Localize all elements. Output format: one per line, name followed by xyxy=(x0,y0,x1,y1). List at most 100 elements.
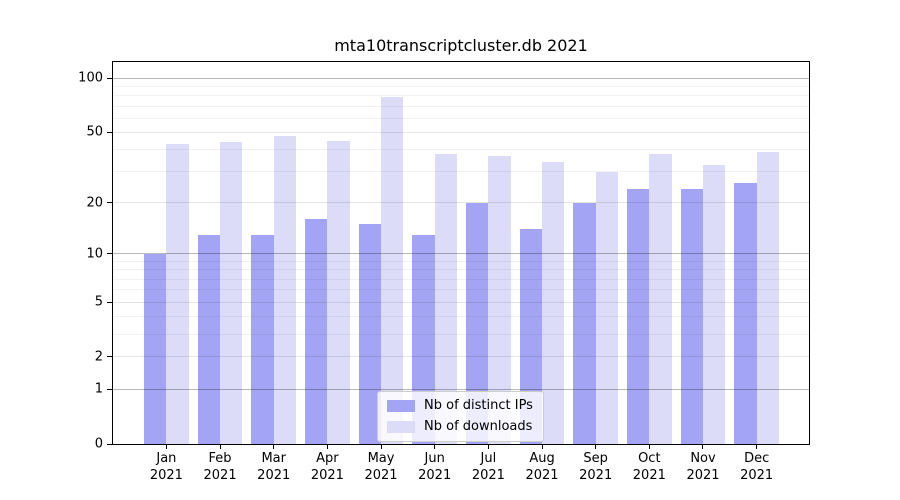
y-tick-mark xyxy=(107,202,112,203)
grid-line-major xyxy=(113,389,809,390)
x-tick-mark xyxy=(595,444,596,449)
x-tick-mark xyxy=(702,444,703,449)
bar-downloads xyxy=(166,144,189,444)
x-tick-year: 2021 xyxy=(364,468,398,483)
grid-line-minor xyxy=(113,149,809,150)
y-tick-label: 50 xyxy=(86,124,103,140)
grid-line xyxy=(113,132,809,133)
y-tick-mark xyxy=(107,356,112,357)
x-tick-label: Nov 2021 xyxy=(675,450,731,484)
grid-line xyxy=(113,302,809,303)
x-tick-mark xyxy=(756,444,757,449)
bar-downloads xyxy=(703,164,726,444)
x-tick-month: Dec xyxy=(744,451,770,466)
bar-downloads xyxy=(542,162,565,444)
x-tick-label: May 2021 xyxy=(353,450,409,484)
x-tick-month: Aug xyxy=(529,451,555,466)
x-tick-mark xyxy=(542,444,543,449)
bar-distinct-ips xyxy=(680,188,703,444)
y-tick-label: 2 xyxy=(94,349,103,365)
y-tick-mark xyxy=(107,389,112,390)
x-tick-label: Jun 2021 xyxy=(407,450,463,484)
bar-distinct-ips xyxy=(734,182,757,444)
x-tick-label: Mar 2021 xyxy=(246,450,302,484)
bar-downloads xyxy=(488,155,511,444)
x-tick-month: Jun xyxy=(424,451,445,466)
x-tick-mark xyxy=(327,444,328,449)
grid-line-minor xyxy=(113,106,809,107)
y-tick-label: 0 xyxy=(94,436,103,452)
x-tick-mark xyxy=(381,444,382,449)
bar-distinct-ips xyxy=(519,229,542,444)
grid-line-minor xyxy=(113,334,809,335)
bar-downloads xyxy=(756,151,780,444)
chart-title: mta10transcriptcluster.db 2021 xyxy=(334,36,588,55)
grid-line xyxy=(113,202,809,203)
x-tick-month: Mar xyxy=(261,451,286,466)
bar-downloads xyxy=(327,140,350,444)
x-tick-month: Nov xyxy=(690,451,716,466)
x-tick-year: 2021 xyxy=(579,468,613,483)
legend-item-downloads: Nb of downloads xyxy=(387,419,533,434)
bar-distinct-ips xyxy=(197,234,221,444)
bar-distinct-ips xyxy=(573,202,596,444)
x-tick-month: Oct xyxy=(638,451,661,466)
y-tick-mark xyxy=(107,302,112,303)
x-tick-label: Oct 2021 xyxy=(621,450,677,484)
bar-downloads xyxy=(434,153,458,444)
legend-item-distinct-ips: Nb of distinct IPs xyxy=(387,398,533,413)
bar-downloads xyxy=(273,135,297,444)
grid-line-major xyxy=(113,253,809,254)
grid-line-minor xyxy=(113,279,809,280)
x-tick-mark xyxy=(166,444,167,449)
y-tick-label: 20 xyxy=(86,195,103,211)
x-tick-mark xyxy=(273,444,274,449)
bar-distinct-ips xyxy=(144,253,167,444)
y-tick-label: 5 xyxy=(94,294,103,310)
x-tick-month: Sep xyxy=(583,451,608,466)
x-tick-mark xyxy=(434,444,435,449)
x-tick-label: Dec 2021 xyxy=(729,450,785,484)
x-tick-label: Aug 2021 xyxy=(514,450,570,484)
x-tick-mark xyxy=(488,444,489,449)
grid-line-minor xyxy=(113,289,809,290)
grid-line-minor xyxy=(113,316,809,317)
grid-line-major xyxy=(113,78,809,79)
grid-line-minor xyxy=(113,118,809,119)
grid-line-minor xyxy=(113,269,809,270)
grid-line-minor xyxy=(113,95,809,96)
x-tick-year: 2021 xyxy=(418,468,452,483)
legend: Nb of distinct IPs Nb of downloads xyxy=(377,391,544,442)
x-tick-month: May xyxy=(367,451,395,466)
y-tick-mark xyxy=(107,253,112,254)
x-tick-label: Jan 2021 xyxy=(138,450,194,484)
y-tick-label: 10 xyxy=(86,246,103,262)
legend-swatch-downloads xyxy=(387,420,415,433)
grid-line-minor xyxy=(113,171,809,172)
grid-line-minor xyxy=(113,261,809,262)
bar-distinct-ips xyxy=(465,202,489,444)
bar-downloads xyxy=(381,96,404,444)
x-tick-year: 2021 xyxy=(149,468,183,483)
x-tick-year: 2021 xyxy=(203,468,237,483)
x-tick-label: Sep 2021 xyxy=(568,450,624,484)
y-tick-label: 1 xyxy=(94,381,103,397)
x-tick-label: Apr 2021 xyxy=(299,450,355,484)
x-tick-year: 2021 xyxy=(740,468,774,483)
x-tick-year: 2021 xyxy=(257,468,291,483)
x-tick-year: 2021 xyxy=(686,468,720,483)
grid-line-minor xyxy=(113,86,809,87)
bar-distinct-ips xyxy=(304,219,328,444)
y-tick-mark xyxy=(107,132,112,133)
bar-distinct-ips xyxy=(251,234,274,444)
x-tick-mark xyxy=(220,444,221,449)
legend-swatch-distinct-ips xyxy=(387,399,415,412)
x-tick-year: 2021 xyxy=(525,468,559,483)
x-tick-month: Jul xyxy=(480,451,497,466)
x-tick-mark xyxy=(649,444,650,449)
x-tick-year: 2021 xyxy=(471,468,505,483)
bar-distinct-ips xyxy=(626,188,650,444)
plot-area xyxy=(112,61,810,445)
legend-label-distinct-ips: Nb of distinct IPs xyxy=(424,398,533,413)
